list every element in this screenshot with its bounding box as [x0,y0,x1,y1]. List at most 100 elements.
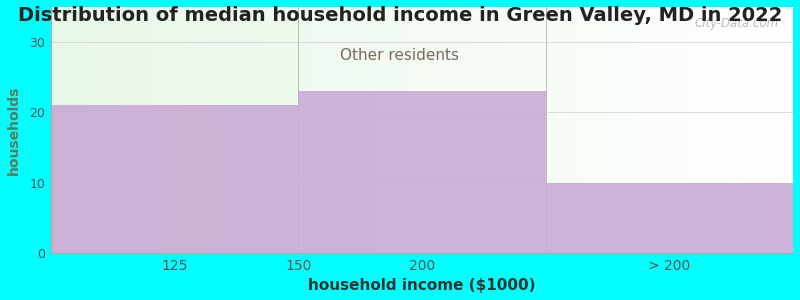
Bar [256,7,258,253]
Bar [177,7,179,253]
Bar [394,7,397,253]
Bar [439,7,442,253]
Bar [206,7,209,253]
Bar [323,7,326,253]
Bar [50,105,298,253]
Bar [269,7,271,253]
Bar [407,7,410,253]
Bar [258,7,261,253]
Bar [550,7,553,253]
Bar [637,7,640,253]
Bar [202,7,204,253]
Bar [254,7,256,253]
Bar [217,7,219,253]
Bar [568,7,570,253]
Bar [110,7,113,253]
Bar [645,7,647,253]
Bar [108,7,110,253]
Bar [122,7,125,253]
Bar [135,7,138,253]
Bar [172,7,174,253]
Bar [375,7,378,253]
Bar [598,7,600,253]
Bar [350,7,353,253]
Bar [338,7,340,253]
Bar [261,7,263,253]
Bar [709,7,711,253]
Bar [165,7,167,253]
Bar [534,7,536,253]
Bar [417,7,419,253]
Bar [632,7,634,253]
Bar [615,7,618,253]
Bar [482,7,484,253]
Bar [63,7,66,253]
Bar [474,7,476,253]
Bar [761,7,763,253]
Bar [145,7,147,253]
Bar [763,7,766,253]
Bar [147,7,150,253]
Bar [113,7,115,253]
Bar [738,7,741,253]
Bar [105,7,108,253]
Bar [674,7,677,253]
Bar [758,7,761,253]
Bar [590,7,593,253]
Bar [86,7,88,253]
Bar [516,7,518,253]
Bar [412,7,414,253]
Bar [192,7,194,253]
Bar [88,7,90,253]
Bar [736,7,738,253]
Bar [78,7,81,253]
Bar [251,7,254,253]
Bar [182,7,184,253]
Bar [70,7,73,253]
Bar [664,7,667,253]
Bar [174,7,177,253]
Bar [454,7,457,253]
Bar [561,7,563,253]
Bar [271,7,274,253]
Bar [496,7,498,253]
Bar [98,7,100,253]
Bar [378,7,380,253]
Bar [56,7,58,253]
Bar [335,7,338,253]
Bar [298,91,546,253]
Bar [345,7,348,253]
Bar [667,7,670,253]
Bar [313,7,315,253]
Bar [686,7,689,253]
Bar [697,7,699,253]
Bar [348,7,350,253]
Bar [734,7,736,253]
Bar [75,7,78,253]
Bar [170,7,172,253]
Bar [204,7,206,253]
Bar [684,7,686,253]
Bar [754,7,756,253]
Bar [405,7,407,253]
Bar [491,7,494,253]
Bar [387,7,390,253]
Bar [127,7,130,253]
Bar [699,7,702,253]
Bar [640,7,642,253]
Bar [610,7,613,253]
Bar [362,7,365,253]
Bar [296,7,298,253]
Bar [689,7,692,253]
Bar [430,7,432,253]
Bar [424,7,427,253]
Bar [93,7,95,253]
Bar [367,7,370,253]
Bar [140,7,142,253]
Bar [81,7,83,253]
Bar [726,7,729,253]
Bar [382,7,385,253]
Bar [118,7,120,253]
Bar [555,7,558,253]
X-axis label: household income ($1000): household income ($1000) [308,278,536,293]
